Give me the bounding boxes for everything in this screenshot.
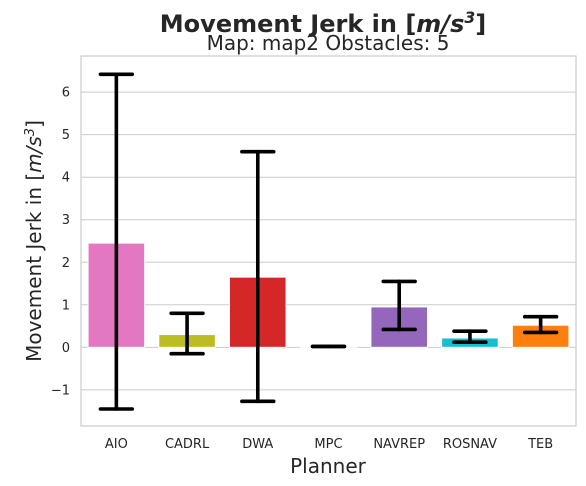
plot-frame — [81, 56, 576, 426]
y-tick-label: 4 — [62, 171, 70, 186]
y-tick-label: 5 — [62, 128, 70, 143]
x-tick-label: MPC — [314, 437, 342, 452]
x-tick-label: ROSNAV — [443, 437, 497, 452]
y-tick-label: 6 — [62, 86, 70, 101]
x-tick-labels: AIO CADRL DWA MPC NAVREP ROSNAV TEB — [105, 437, 553, 452]
x-tick-label: TEB — [527, 437, 553, 452]
x-tick-label: AIO — [105, 437, 128, 452]
error-bars — [100, 74, 556, 409]
y-tick-label: 0 — [62, 341, 70, 356]
x-tick-label: DWA — [242, 437, 273, 452]
y-tick-label: −1 — [51, 383, 70, 398]
error-bar-aio — [100, 74, 132, 409]
error-bar-rosnav — [454, 331, 486, 342]
y-tick-label: 3 — [62, 213, 70, 228]
x-axis-label: Planner — [290, 454, 367, 478]
bars — [88, 243, 569, 347]
x-tick-label: CADRL — [165, 437, 210, 452]
chart-title: Map: map2 Obstacles: 5 — [207, 31, 450, 55]
y-tick-label: 1 — [62, 298, 70, 313]
error-bar-dwa — [242, 152, 274, 402]
y-tick-labels: −1 0 1 2 3 4 5 6 — [51, 86, 70, 399]
y-tick-label: 2 — [62, 256, 70, 271]
y-axis-label: Movement Jerk in [m/s3] — [22, 120, 46, 362]
x-tick-label: NAVREP — [373, 437, 425, 452]
